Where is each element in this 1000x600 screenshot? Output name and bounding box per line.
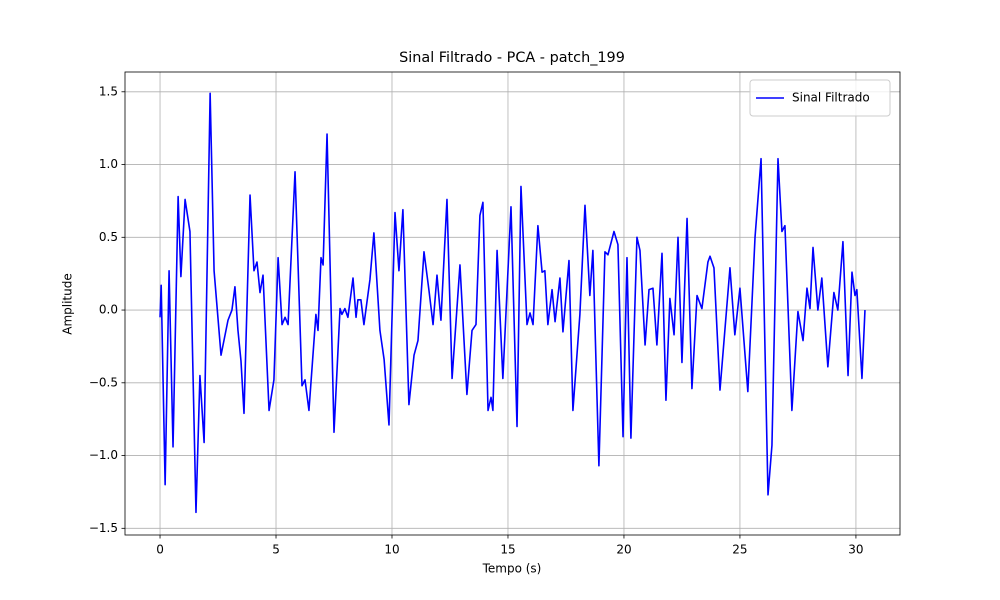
- x-axis-label: Tempo (s): [482, 562, 542, 576]
- x-tick-label: 0: [156, 543, 164, 557]
- y-tick-label: 1.0: [99, 157, 118, 171]
- x-tick-label: 25: [732, 543, 747, 557]
- legend-box: [749, 79, 891, 117]
- plot: [159, 92, 866, 514]
- x-tick-label: 15: [500, 543, 515, 557]
- x-tick-label: 30: [848, 543, 863, 557]
- y-tick-label: 0.0: [99, 303, 118, 317]
- line-series: [159, 92, 866, 514]
- y-tick-label: −0.5: [89, 375, 118, 389]
- y-tick-label: −1.5: [89, 521, 118, 535]
- y-axis-label: Amplitude: [61, 273, 75, 335]
- legend-label: Sinal Filtrado: [792, 91, 870, 105]
- x-tick-label: 5: [272, 543, 280, 557]
- y-tick-label: 1.5: [99, 84, 118, 98]
- x-tick-label: 20: [616, 543, 631, 557]
- legend: Sinal Filtrado: [749, 79, 891, 117]
- y-tick-label: 0.5: [99, 230, 118, 244]
- chart-title: Sinal Filtrado - PCA - patch_199: [399, 50, 625, 66]
- axes-frame: [124, 71, 901, 536]
- y-tick-label: −1.0: [89, 448, 118, 462]
- x-tick-label: 10: [384, 543, 399, 557]
